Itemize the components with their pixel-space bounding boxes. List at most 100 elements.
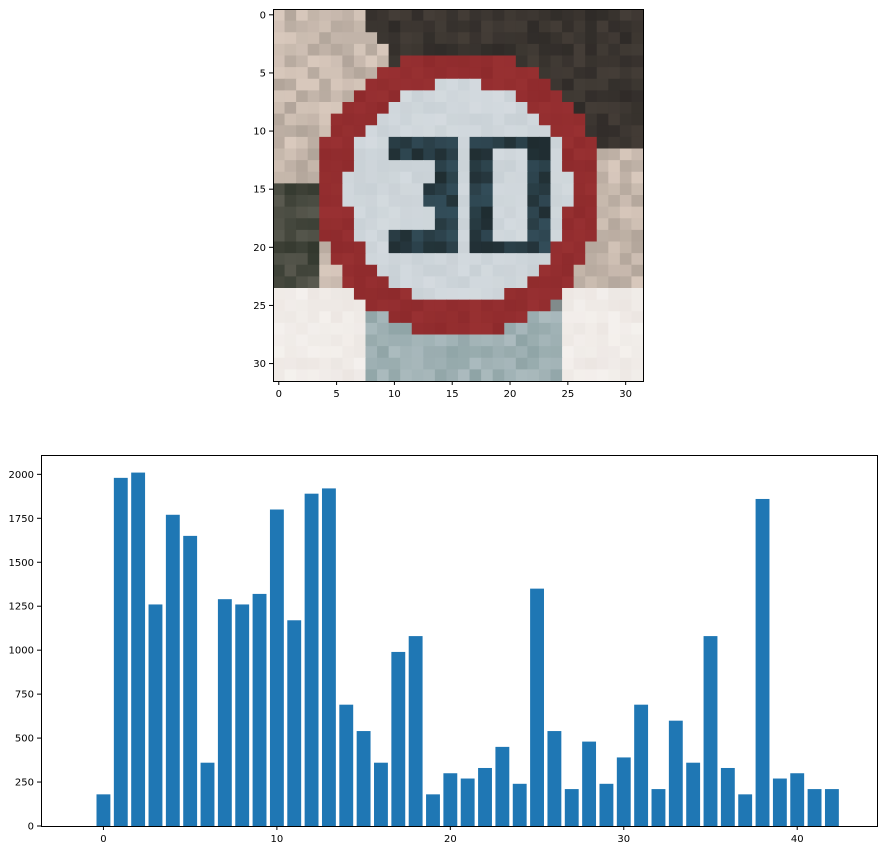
image-pixel — [538, 241, 552, 254]
image-pixel — [307, 67, 320, 80]
image-pixel — [504, 171, 517, 184]
image-pixel — [330, 183, 343, 196]
image-pixel — [538, 322, 552, 336]
image-pixel — [504, 136, 517, 150]
image-pixel — [388, 43, 401, 57]
image-pixel — [492, 160, 505, 173]
image-pixel — [319, 311, 332, 324]
bar — [616, 757, 631, 826]
bar — [443, 773, 458, 826]
image-pixel — [411, 55, 424, 68]
image-pixel — [596, 171, 609, 184]
image-pixel — [562, 32, 575, 45]
image-pixel — [365, 9, 378, 22]
image-pixel — [319, 102, 332, 115]
image-pixel — [434, 90, 448, 103]
image-pixel — [469, 218, 482, 231]
image-x-tick-label: 0 — [276, 389, 282, 400]
image-pixel — [608, 102, 621, 115]
image-pixel — [307, 113, 320, 126]
image-pixel — [388, 206, 401, 219]
image-pixel — [307, 357, 320, 370]
image-pixel — [469, 43, 482, 57]
image-pixel — [492, 322, 505, 336]
image-pixel — [296, 322, 309, 336]
image-pixel — [434, 136, 448, 150]
image-pixel — [307, 102, 320, 115]
image-pixel — [411, 136, 424, 150]
image-pixel — [284, 67, 297, 80]
image-pixel — [504, 229, 517, 243]
image-pixel — [342, 264, 355, 277]
image-pixel — [423, 43, 436, 57]
image-pixel — [527, 346, 540, 359]
image-pixel — [330, 125, 343, 138]
image-pixel — [330, 171, 343, 184]
image-pixel — [273, 20, 286, 33]
image-pixel — [388, 334, 401, 347]
image-pixel — [619, 55, 633, 68]
image-pixel — [400, 78, 413, 91]
image-pixel — [273, 253, 286, 266]
image-pixel — [411, 160, 424, 173]
image-pixel — [538, 171, 552, 184]
image-pixel — [365, 195, 378, 208]
image-pixel — [388, 229, 401, 243]
image-pixel — [273, 113, 286, 126]
image-pixel — [631, 357, 644, 370]
image-pixel — [353, 241, 367, 254]
image-pixel — [458, 55, 471, 68]
image-pixel — [608, 43, 621, 57]
image-pixel — [411, 206, 424, 219]
image-pixel — [296, 20, 309, 33]
bar — [426, 794, 440, 826]
image-pixel — [330, 148, 343, 161]
image-pixel — [562, 78, 575, 91]
image-pixel — [411, 218, 424, 231]
image-pixel — [469, 253, 482, 266]
image-pixel — [562, 322, 575, 336]
image-pixel — [388, 218, 401, 231]
image-pixel — [296, 171, 309, 184]
image-pixel — [515, 334, 528, 347]
image-pixel — [515, 43, 528, 57]
image-pixel — [619, 43, 633, 57]
image-pixel — [608, 55, 621, 68]
image-pixel — [481, 78, 494, 91]
image-pixel — [434, 299, 448, 312]
image-pixel — [400, 322, 413, 336]
image-pixel — [330, 195, 343, 208]
image-pixel — [481, 32, 494, 45]
image-pixel — [492, 90, 505, 103]
image-pixel — [307, 32, 320, 45]
image-pixel — [353, 322, 367, 336]
image-pixel — [596, 20, 609, 33]
image-pixel — [515, 90, 528, 103]
image-pixel — [562, 183, 575, 196]
image-pixel — [573, 55, 586, 68]
image-pixel — [411, 171, 424, 184]
image-pixel — [388, 264, 401, 277]
bar — [547, 731, 562, 826]
image-pixel — [284, 218, 297, 231]
image-pixel — [411, 67, 424, 80]
image-pixel — [492, 288, 505, 301]
image-pixel — [446, 32, 459, 45]
image-pixel — [550, 136, 563, 150]
image-pixel — [469, 102, 482, 115]
image-pixel — [562, 160, 575, 173]
image-pixel — [342, 32, 355, 45]
image-pixel — [434, 264, 448, 277]
image-pixel — [550, 195, 563, 208]
image-pixel — [446, 113, 459, 126]
image-pixel — [550, 218, 563, 231]
image-pixel — [619, 78, 633, 91]
image-pixel — [330, 264, 343, 277]
image-pixel — [619, 322, 633, 336]
image-pixel — [619, 195, 633, 208]
image-pixel — [562, 67, 575, 80]
image-pixel — [411, 183, 424, 196]
image-pixel — [377, 43, 390, 57]
image-pixel — [504, 20, 517, 33]
image-pixel — [481, 43, 494, 57]
